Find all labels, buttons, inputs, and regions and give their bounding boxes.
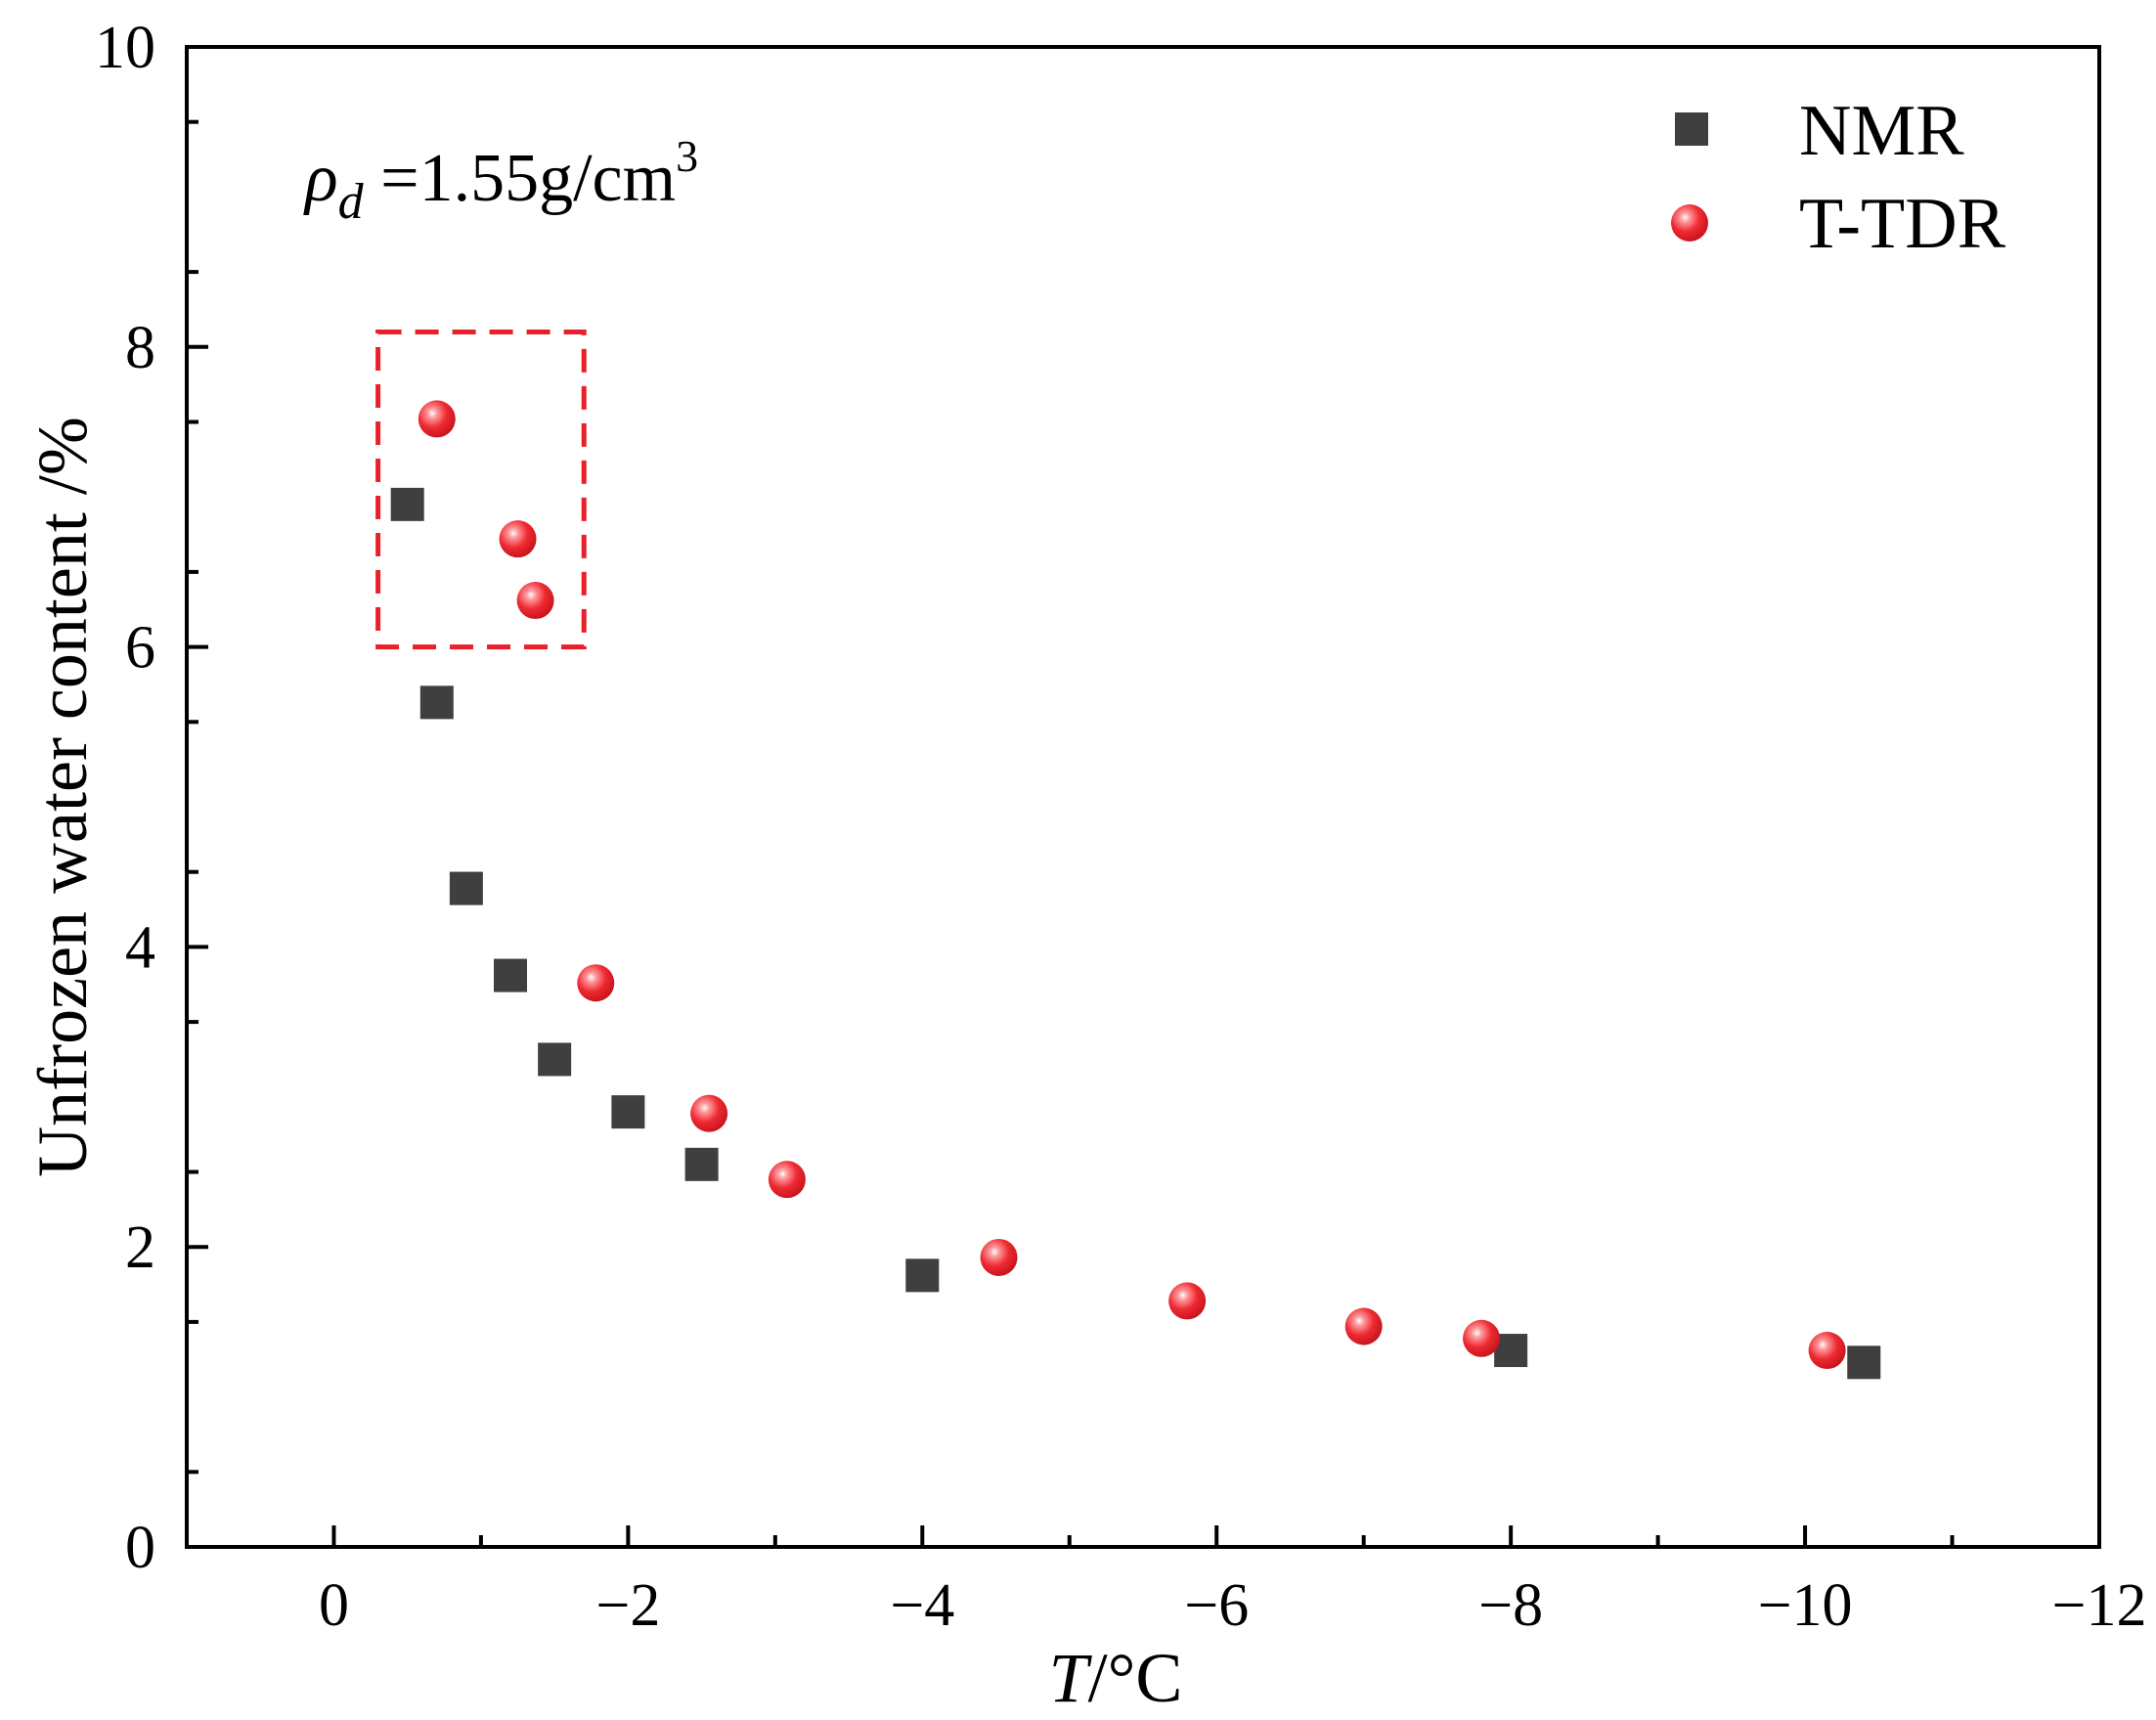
ttdr-point — [1463, 1319, 1501, 1357]
ttdr-point — [418, 400, 456, 438]
y-tick-label: 8 — [125, 315, 155, 381]
y-tick-label: 6 — [125, 615, 155, 682]
ttdr-point — [768, 1161, 806, 1199]
x-axis-title-var: T — [1049, 1639, 1093, 1717]
x-tick-label: −8 — [1478, 1572, 1543, 1639]
density-value: =1.55g/cm — [364, 141, 676, 216]
ttdr-point — [1344, 1307, 1383, 1345]
nmr-point — [538, 1042, 572, 1077]
legend-label-nmr: NMR — [1799, 91, 1964, 171]
ttdr-point — [980, 1238, 1018, 1276]
plot-area — [185, 45, 2101, 1549]
legend-label-ttdr: T-TDR — [1799, 184, 2006, 264]
y-tick-label: 10 — [95, 15, 155, 81]
x-axis-title: T/°C — [1049, 1639, 1183, 1717]
x-tick-label: −12 — [2052, 1572, 2147, 1639]
data-points — [390, 400, 1881, 1380]
nmr-point — [494, 958, 528, 992]
legend: NMR T-TDR — [1671, 91, 2006, 264]
y-axis-title: Unfrozen water content /% — [23, 417, 102, 1177]
nmr-point — [449, 871, 483, 905]
ttdr-point — [499, 520, 537, 558]
y-tick-label: 4 — [125, 914, 155, 981]
legend-marker-nmr — [1675, 112, 1708, 146]
x-tick-label: −4 — [890, 1572, 954, 1639]
density-symbol: ρ — [303, 141, 338, 216]
ttdr-point — [1808, 1332, 1846, 1370]
y-tick-label: 0 — [125, 1515, 155, 1581]
y-tick-labels: 0 2 4 6 8 10 — [95, 15, 155, 1581]
density-superscript: 3 — [676, 131, 698, 181]
x-tick-label: −6 — [1184, 1572, 1249, 1639]
x-tick-label: 0 — [319, 1572, 349, 1639]
density-subscript: d — [338, 174, 365, 230]
x-axis-title-unit: /°C — [1088, 1639, 1183, 1717]
y-tick-label: 2 — [125, 1214, 155, 1281]
nmr-point — [684, 1147, 719, 1181]
ttdr-point — [577, 964, 615, 1002]
nmr-point — [390, 487, 424, 521]
x-tick-label: −2 — [595, 1572, 660, 1639]
nmr-point — [419, 685, 454, 720]
nmr-point — [611, 1095, 645, 1129]
x-tick-labels: 0 −2 −4 −6 −8 −10 −12 — [319, 1572, 2147, 1639]
x-tick-label: −10 — [1758, 1572, 1853, 1639]
density-annotation: ρd =1.55g/cm3 — [303, 131, 698, 230]
legend-marker-ttdr — [1671, 204, 1708, 242]
ttdr-point — [516, 582, 554, 620]
nmr-point — [905, 1258, 940, 1293]
nmr-point — [1847, 1345, 1881, 1380]
ttdr-point — [1168, 1282, 1207, 1320]
axis-ticks — [187, 45, 2101, 1549]
ttdr-point — [690, 1094, 728, 1132]
